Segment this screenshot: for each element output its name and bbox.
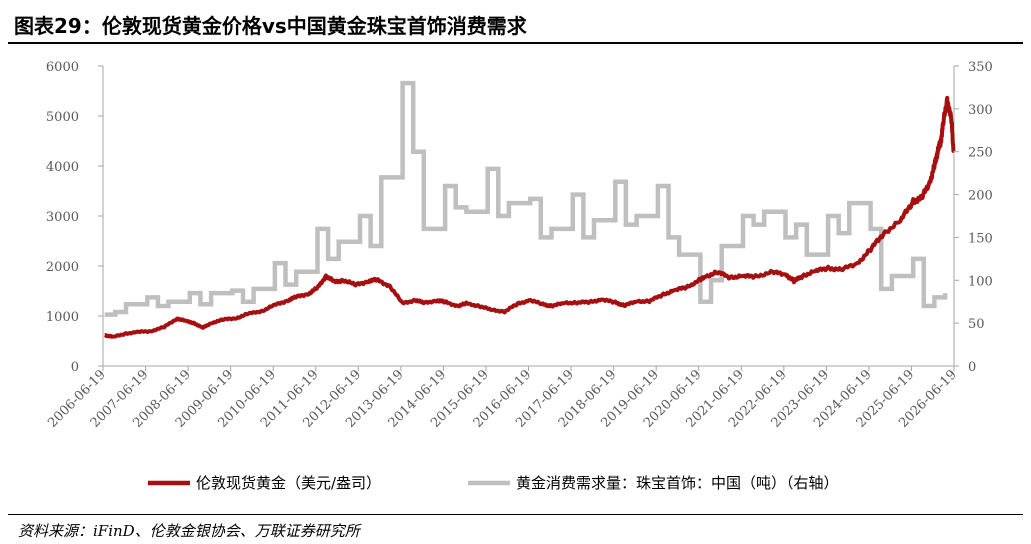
footer-rule — [8, 514, 1023, 515]
figure-title: 图表29：伦敦现货黄金价格vs中国黄金珠宝首饰消费需求 — [14, 14, 527, 38]
y-right-tick-label: 200 — [968, 189, 993, 204]
chart-legend: 伦敦现货黄金（美元/盎司） 黄金消费需求量：珠宝首饰：中国（吨）（右轴） — [148, 474, 839, 492]
y-right-tick-label: 250 — [968, 146, 993, 161]
y-right-tick-label: 150 — [968, 231, 993, 246]
legend-label-jewelry-demand: 黄金消费需求量：珠宝首饰：中国（吨）（右轴） — [516, 474, 839, 492]
y-left-tick-label: 1000 — [46, 310, 79, 325]
y-left-tick-label: 4000 — [46, 160, 79, 175]
y-right-tick-label: 100 — [968, 274, 993, 289]
figure-header: 图表29：伦敦现货黄金价格vs中国黄金珠宝首饰消费需求 — [0, 0, 1031, 42]
y-right-tick-label: 0 — [968, 360, 976, 375]
y-left-tick-label: 2000 — [46, 260, 79, 275]
y-right-tick-label: 50 — [968, 317, 985, 332]
y-left-tick-label: 3000 — [46, 210, 79, 225]
y-left-tick-label: 0 — [71, 360, 79, 375]
legend-label-gold-price: 伦敦现货黄金（美元/盎司） — [196, 474, 381, 492]
header-rule — [8, 42, 1023, 44]
y-left-tick-label: 5000 — [46, 110, 79, 125]
gold-price-vs-jewelry-demand-chart: 0 1000 2000 3000 4000 5000 6000 0 50 100 150 200 250… — [45, 60, 993, 492]
y-left-tick-label: 6000 — [46, 60, 79, 75]
y-right-tick-label: 300 — [968, 103, 993, 118]
series-line-jewelry-demand — [104, 80, 948, 317]
y-right-tick-label: 350 — [968, 60, 993, 75]
series-line-gold-price — [103, 95, 956, 339]
axes: 0 1000 2000 3000 4000 5000 6000 0 50 100 150 200 250… — [45, 60, 993, 431]
source-note: 资料来源：iFinD、伦敦金银协会、万联证券研究所 — [18, 522, 360, 540]
